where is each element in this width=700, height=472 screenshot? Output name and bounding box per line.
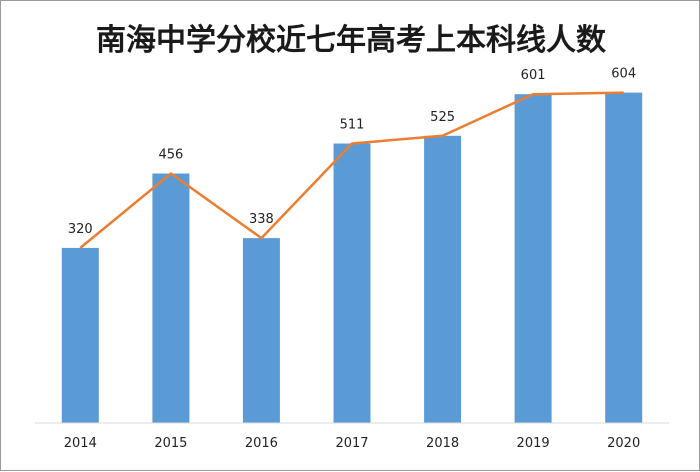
bar-2014: [61, 247, 99, 423]
trend-line: [79, 91, 624, 249]
bar-2018: [424, 135, 462, 424]
bar-2016: [242, 238, 280, 423]
x-tick-label-2020: 2020: [607, 436, 640, 451]
bar-group: [61, 92, 643, 424]
data-label-2016: 338: [249, 212, 274, 227]
data-label-2014: 320: [68, 222, 93, 237]
x-tick-label-2018: 2018: [426, 436, 459, 451]
bar-2020: [605, 92, 643, 423]
data-label-2018: 525: [430, 110, 455, 125]
data-label-2017: 511: [340, 118, 365, 133]
bar-2015: [152, 173, 190, 423]
bar-2019: [514, 94, 552, 423]
chart-title: 南海中学分校近七年高考上本科线人数: [96, 23, 607, 58]
bar-2017: [333, 143, 371, 423]
trend-line-group: [79, 91, 624, 249]
x-tick-label-2015: 2015: [154, 436, 187, 451]
data-label-2019: 601: [521, 68, 546, 83]
x-tick-label-2014: 2014: [64, 436, 97, 451]
data-label-group: 320 456 338 511 525 601 604: [68, 67, 636, 237]
data-label-2020: 604: [611, 67, 636, 82]
x-tick-label-group: 2014 2015 2016 2017 2018 2019 2020: [64, 436, 640, 451]
data-label-2015: 456: [158, 148, 183, 163]
x-tick-label-2019: 2019: [517, 436, 550, 451]
x-tick-label-2017: 2017: [335, 436, 368, 451]
x-tick-label-2016: 2016: [245, 436, 278, 451]
